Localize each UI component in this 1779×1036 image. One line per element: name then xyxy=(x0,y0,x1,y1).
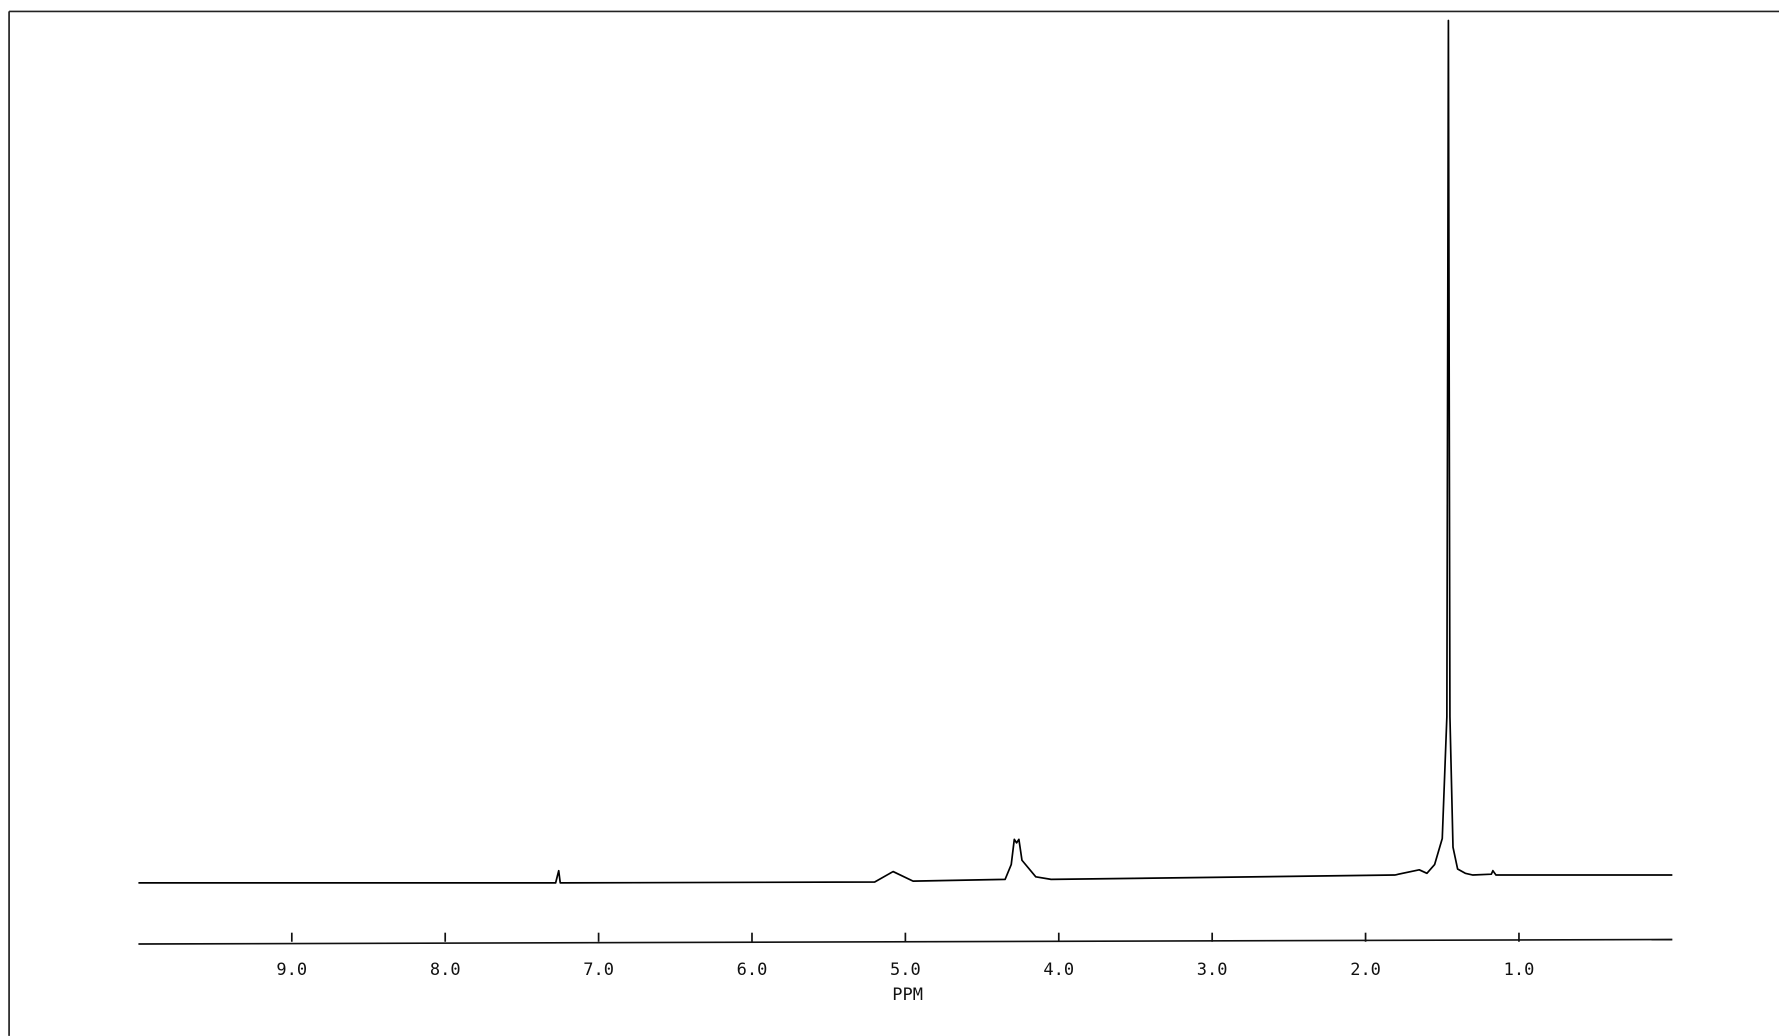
x-tick-label: 1.0 xyxy=(1504,960,1535,980)
x-tick-label: 8.0 xyxy=(430,960,461,980)
x-axis-label: PPM xyxy=(892,985,923,1005)
x-tick-label: 9.0 xyxy=(276,960,307,980)
x-tick-label: 7.0 xyxy=(583,960,614,980)
x-tick-label: 2.0 xyxy=(1350,960,1381,980)
spectrum-line xyxy=(138,19,1673,884)
x-tick-label: 6.0 xyxy=(737,960,768,980)
x-tick-label: 4.0 xyxy=(1043,960,1074,980)
x-tick-label: 5.0 xyxy=(890,960,921,980)
x-tick-label: 3.0 xyxy=(1197,960,1228,980)
